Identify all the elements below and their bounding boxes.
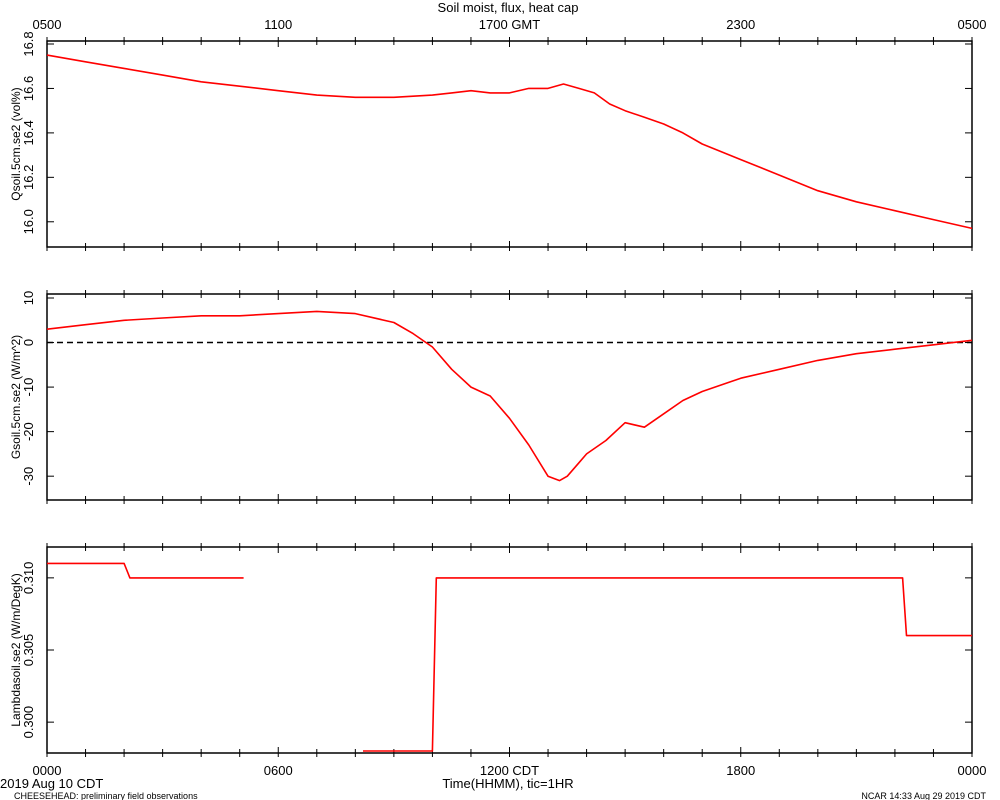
top-tick-label: 2300 xyxy=(726,17,755,32)
top-tick-label: 1100 xyxy=(264,17,292,32)
y-tick-label: -20 xyxy=(21,422,36,441)
y-axis-label: Lambdasoil.se2 (W/m/DegK) xyxy=(9,573,23,726)
bottom-tick-label: 1800 xyxy=(726,763,755,778)
top-tick-label: 0500 xyxy=(958,17,987,32)
y-tick-label: 0.305 xyxy=(21,634,36,667)
chart-panels: 16.0 16.2 16.4 16.6 16.8 Qsoil.5cm.se2 (vol%)… xyxy=(9,31,973,757)
top-tick-label: 0500 xyxy=(33,17,62,32)
y-tick-label: 16.6 xyxy=(21,76,36,101)
bottom-tick-label: 0000 xyxy=(958,763,987,778)
footer-credit: NCAR 14:33 Aug 29 2019 CDT xyxy=(861,791,986,800)
bottom-tick-label: 0600 xyxy=(264,763,293,778)
panel-2: 10 0 -10 -20 -30 Gsoil.5cm.se2 (W/m^2) xyxy=(9,290,973,504)
y-tick-label: 16.4 xyxy=(21,120,36,145)
y-tick-label: -30 xyxy=(21,467,36,486)
footer-date: 2019 Aug 10 CDT xyxy=(0,776,103,791)
y-tick-label: 10 xyxy=(21,291,36,305)
series-line xyxy=(47,562,244,579)
series-line xyxy=(46,310,973,482)
y-tick-label: 16.2 xyxy=(21,165,36,190)
x-axis-label: Time(HHMM), tic=1HR xyxy=(442,776,573,791)
top-axis: 0500 1100 1700 GMT 2300 0500 xyxy=(33,17,987,32)
y-tick-label: 0 xyxy=(21,339,36,346)
y-tick-label: 16.0 xyxy=(21,209,36,234)
y-axis-label: Gsoil.5cm.se2 (W/m^2) xyxy=(9,335,23,459)
bottom-tick-label: 1200 CDT xyxy=(480,763,539,778)
y-tick-label: 16.8 xyxy=(21,31,36,56)
bottom-tick-label: 0000 xyxy=(33,763,62,778)
panel-1: 16.0 16.2 16.4 16.6 16.8 Qsoil.5cm.se2 (vol%) xyxy=(9,31,973,251)
series-line xyxy=(363,577,972,752)
y-tick-label: 0.300 xyxy=(21,706,36,739)
top-tick-label: 1700 GMT xyxy=(479,17,540,32)
y-tick-label: 0.310 xyxy=(21,562,36,595)
footer-project: CHEESEHEAD: preliminary field observatio… xyxy=(14,791,198,800)
chart-title: Soil moist, flux, heat cap xyxy=(438,0,579,15)
series-line xyxy=(46,54,973,230)
y-tick-label: -10 xyxy=(21,378,36,397)
bottom-axis: 0000 0600 1200 CDT 1800 0000 xyxy=(33,763,987,778)
y-axis-label: Qsoil.5cm.se2 (vol%) xyxy=(9,87,23,200)
